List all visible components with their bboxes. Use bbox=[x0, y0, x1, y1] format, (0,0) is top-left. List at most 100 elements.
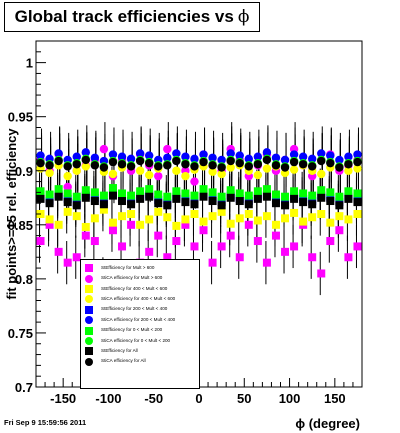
data-point-circle bbox=[172, 149, 181, 158]
data-point-circle bbox=[326, 158, 335, 168]
legend-label: StiCA efficiency for 200 < Mult < 400 bbox=[101, 316, 176, 322]
data-point-circle bbox=[253, 152, 263, 161]
data-point-square bbox=[54, 192, 63, 201]
data-point-square bbox=[90, 214, 99, 223]
data-point-square bbox=[344, 215, 353, 224]
data-point-square bbox=[208, 197, 217, 206]
data-point-square bbox=[335, 212, 344, 221]
data-point-circle bbox=[353, 150, 362, 159]
data-point-circle bbox=[289, 157, 299, 167]
legend-item: StEfficiency for 200 < Mult < 400 bbox=[85, 305, 197, 315]
data-point-square bbox=[290, 187, 299, 196]
data-point-square bbox=[326, 188, 335, 197]
data-point-square bbox=[271, 220, 280, 229]
data-point-square bbox=[45, 199, 54, 208]
data-point-circle bbox=[81, 162, 91, 171]
data-point-circle bbox=[181, 160, 190, 169]
data-point-square bbox=[353, 242, 362, 251]
data-point-square bbox=[54, 247, 63, 256]
data-point-square bbox=[199, 217, 208, 226]
data-point-circle bbox=[108, 150, 118, 159]
legend-label: StEfficiency for 0 < Mult < 200 bbox=[101, 327, 163, 333]
data-point-square bbox=[253, 237, 262, 246]
data-point-circle bbox=[45, 161, 54, 170]
data-point-square bbox=[108, 226, 117, 235]
data-point-square bbox=[217, 242, 226, 251]
data-point-square bbox=[299, 189, 308, 198]
data-point-circle bbox=[163, 153, 172, 162]
data-point-circle bbox=[326, 151, 335, 160]
legend-item: StiCA efficiency for 200 < Mult < 400 bbox=[85, 315, 197, 325]
legend-item: StEfficiency for 0 < Mult < 200 bbox=[85, 325, 197, 335]
data-point-circle bbox=[72, 166, 81, 175]
data-point-circle bbox=[217, 155, 226, 165]
data-point-circle bbox=[190, 154, 199, 164]
data-point-square bbox=[127, 220, 136, 229]
data-point-circle bbox=[226, 163, 235, 172]
data-point-square bbox=[208, 212, 217, 221]
legend-label: StiCA efficiency for 400 < Mult < 600 bbox=[101, 296, 176, 302]
data-point-circle bbox=[135, 156, 145, 166]
data-point-circle bbox=[36, 151, 45, 160]
legend: StEfficiency for Mult > 600 StiCA efficie… bbox=[80, 259, 200, 389]
data-point-square bbox=[181, 189, 190, 198]
data-point-square bbox=[335, 192, 344, 201]
data-point-circle bbox=[208, 153, 217, 162]
data-point-square bbox=[172, 187, 181, 196]
data-point-circle bbox=[298, 160, 308, 169]
data-point-square bbox=[308, 253, 317, 262]
data-point-circle bbox=[126, 162, 136, 171]
data-point-square bbox=[90, 188, 99, 197]
data-point-square bbox=[262, 185, 271, 194]
data-point-circle bbox=[54, 156, 63, 166]
data-point-square bbox=[235, 253, 244, 262]
data-point-square bbox=[136, 187, 145, 196]
data-point-square bbox=[308, 200, 317, 209]
data-point-circle bbox=[163, 161, 172, 170]
data-point-circle bbox=[63, 182, 72, 192]
data-point-square bbox=[353, 189, 362, 198]
data-point-circle bbox=[262, 148, 272, 157]
y-tick-label: 0.8 bbox=[15, 272, 33, 287]
data-point-circle bbox=[181, 171, 190, 181]
data-point-square bbox=[154, 207, 163, 216]
data-point-square bbox=[145, 185, 154, 194]
legend-label: StiCA efficiency for All bbox=[101, 358, 146, 364]
axes: -150 -100 -50 0 50 100 150 0.7 0.75 0.8 0.85 0.9 0.9… bbox=[8, 51, 363, 406]
data-point-square bbox=[127, 200, 136, 209]
y-tick-label: 0.95 bbox=[8, 110, 33, 125]
data-point-square bbox=[81, 222, 90, 231]
data-point-square bbox=[63, 207, 72, 216]
data-point-circle bbox=[72, 160, 81, 169]
legend-item: StiCA efficiency for 0 < Mult < 200 bbox=[85, 336, 197, 346]
data-point-square bbox=[90, 237, 99, 246]
data-point-circle bbox=[271, 161, 281, 170]
data-point-circle bbox=[81, 148, 91, 157]
data-point-circle bbox=[353, 157, 362, 167]
data-point-square bbox=[226, 186, 235, 195]
data-point-square bbox=[45, 215, 54, 224]
legend-label: StiCA efficiency for Mult > 600 bbox=[101, 275, 163, 281]
legend-item: StiCA efficiency for Mult > 600 bbox=[85, 273, 197, 283]
data-point-circle bbox=[199, 157, 208, 167]
data-point-square bbox=[317, 186, 326, 195]
data-point-square bbox=[181, 198, 190, 207]
data-point-square bbox=[163, 213, 172, 222]
data-point-circle bbox=[90, 153, 100, 162]
data-point-square bbox=[344, 253, 353, 262]
data-point-square bbox=[281, 192, 290, 201]
data-point-square bbox=[63, 189, 72, 198]
data-point-circle bbox=[144, 170, 154, 180]
data-point-square bbox=[281, 247, 290, 256]
data-point-circle bbox=[117, 160, 127, 169]
data-point-square bbox=[154, 199, 163, 208]
data-point-square bbox=[172, 194, 181, 203]
data-point-square bbox=[118, 189, 127, 198]
data-point-square bbox=[308, 191, 317, 200]
data-point-circle bbox=[226, 156, 235, 166]
data-point-square bbox=[108, 191, 117, 200]
x-tick-label: 150 bbox=[324, 391, 346, 406]
data-point-square bbox=[235, 214, 244, 223]
data-point-circle bbox=[36, 158, 45, 168]
legend-marker-circle bbox=[85, 274, 93, 283]
